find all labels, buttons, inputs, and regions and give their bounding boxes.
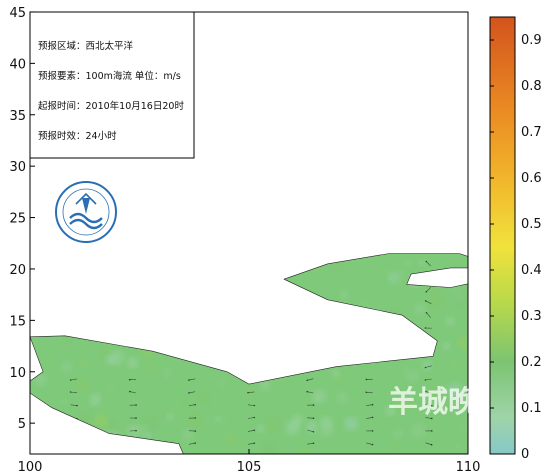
land-polygon <box>30 336 184 454</box>
colorbar-ticks: 0 0.1 0.2 0.3 0.4 0.5 0.6 0.7 0.8 0.9 <box>490 33 542 462</box>
watermark: 羊城晚报 <box>388 385 508 420</box>
colorbar-tick-label: 0.1 <box>521 401 542 416</box>
x-tick-label: 100 <box>18 460 43 475</box>
svg-text:羊城晚报: 羊城晚报 <box>388 385 508 420</box>
y-tick-label: 30 <box>9 160 26 175</box>
info-region: 预报区域：西北太平洋 <box>38 40 134 52</box>
y-tick-label: 35 <box>9 109 26 124</box>
colorbar-tick-label: 0.9 <box>521 33 542 48</box>
colorbar-tick-label: 0.5 <box>521 217 542 232</box>
y-tick-label: 15 <box>9 314 26 329</box>
y-axis-ticks: 5 10 15 20 25 30 35 40 45 <box>9 6 35 432</box>
agency-logo-icon <box>55 181 117 243</box>
y-tick-label: 25 <box>9 212 26 227</box>
y-tick-label: 5 <box>18 417 26 432</box>
y-tick-label: 10 <box>9 366 26 381</box>
colorbar: 0 0.1 0.2 0.3 0.4 0.5 0.6 0.7 0.8 0.9 <box>489 16 542 462</box>
colorbar-ramp <box>489 16 516 455</box>
info-start-time: 起报时间：2010年10月16日20时 <box>38 100 184 112</box>
y-tick-label: 40 <box>9 57 26 72</box>
colorbar-tick-label: 0.3 <box>521 309 542 324</box>
colorbar-tick-label: 0.6 <box>521 171 542 186</box>
colorbar-tick-label: 0.2 <box>521 355 542 370</box>
y-tick-label: 45 <box>9 6 26 21</box>
land-polygon <box>406 267 468 288</box>
y-tick-label: 20 <box>9 263 26 278</box>
colorbar-tick-label: 0.4 <box>521 263 542 278</box>
colorbar-tick-label: 0.8 <box>521 79 542 94</box>
x-tick-label: 110 <box>456 460 481 475</box>
info-box: 预报区域：西北太平洋 预报要素：100m海流 单位：m/s 起报时间：2010年… <box>29 11 195 159</box>
x-axis-ticks: 100105110115120125130135140145150 <box>18 449 481 475</box>
colorbar-tick-label: 0 <box>521 447 529 462</box>
x-tick-label: 105 <box>237 460 262 475</box>
colorbar-tick-label: 0.7 <box>521 125 542 140</box>
info-element: 预报要素：100m海流 单位：m/s <box>38 70 181 82</box>
info-lead-time: 预报时效：24小时 <box>38 130 117 142</box>
